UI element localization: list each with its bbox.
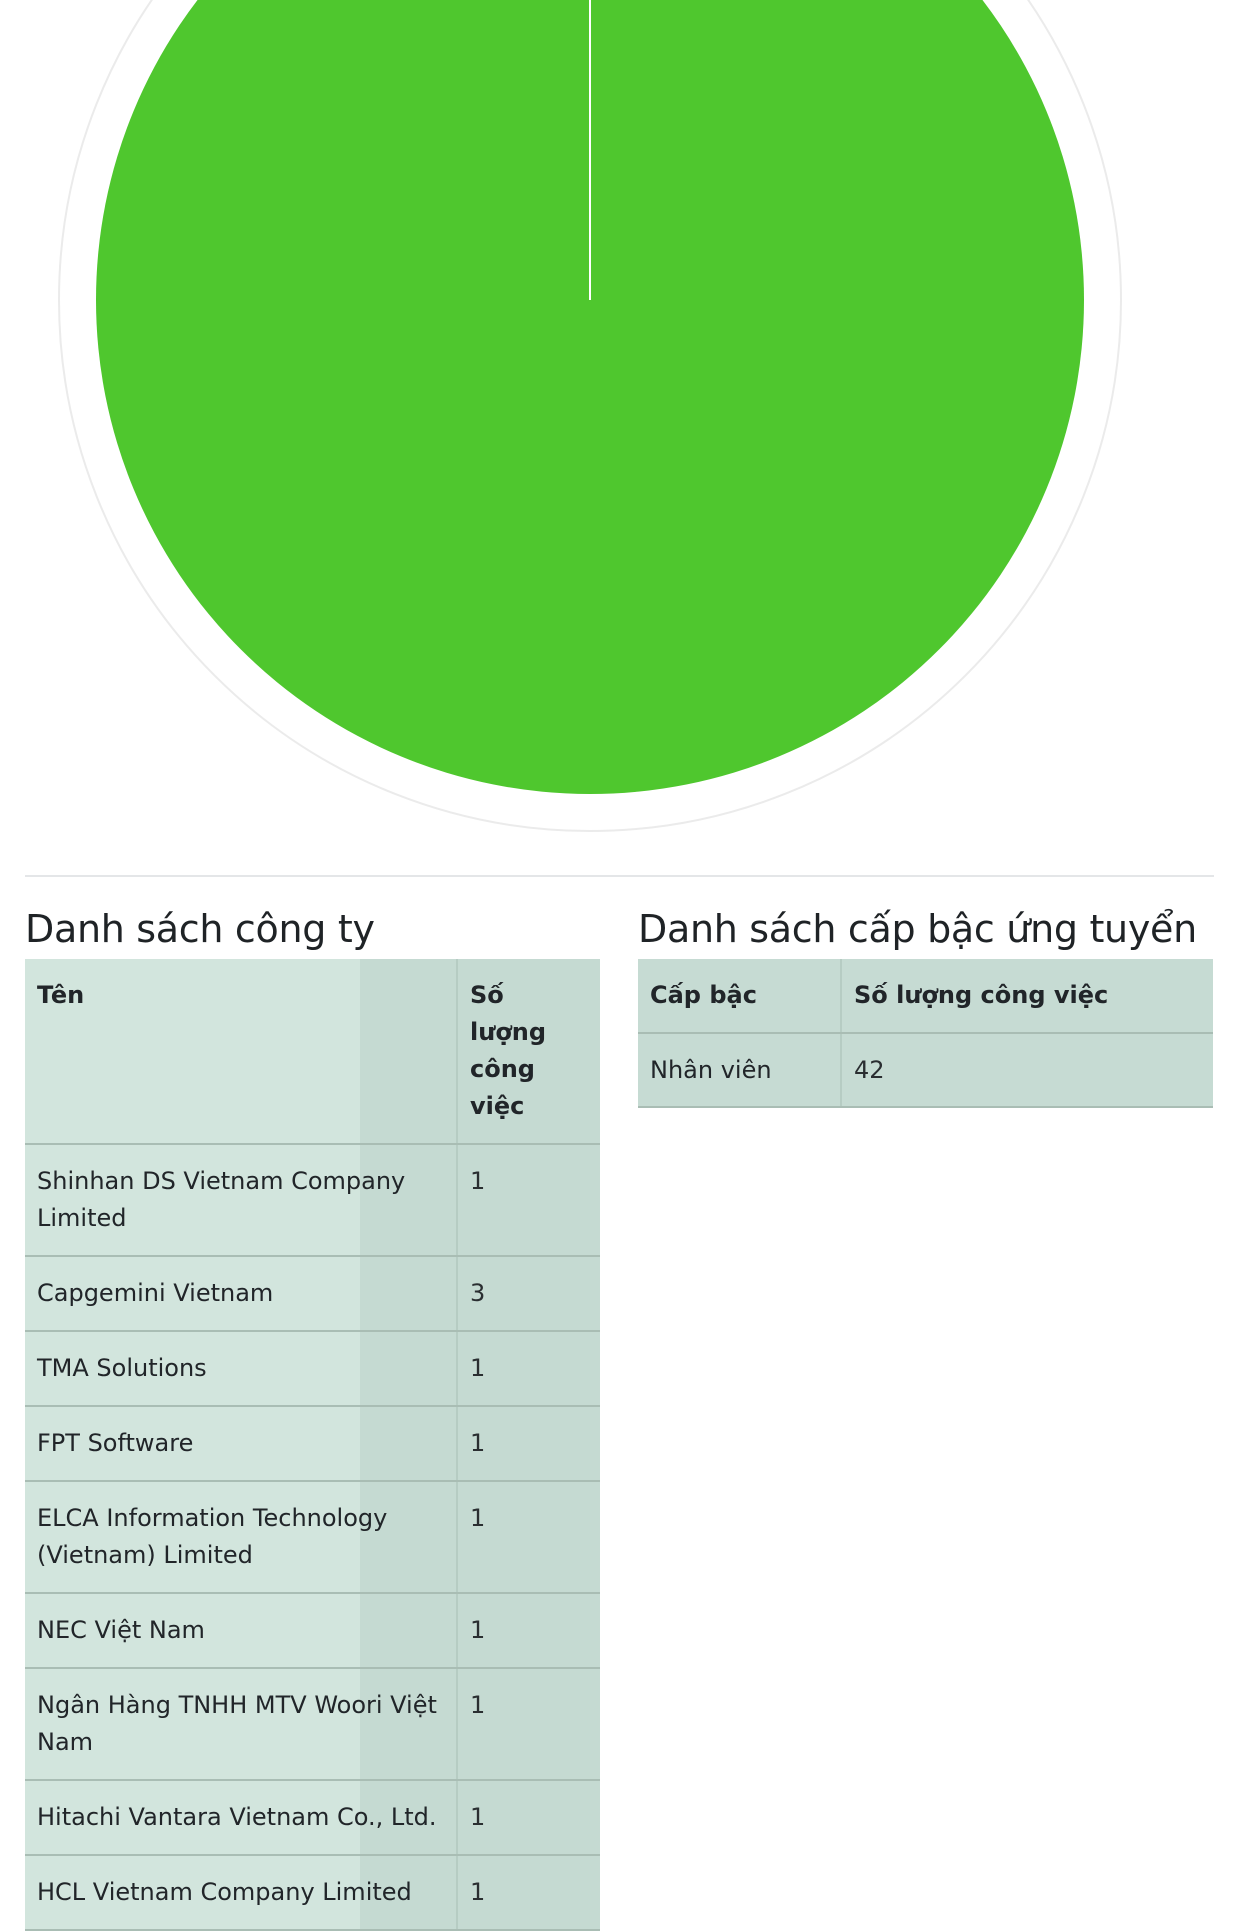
job-count: 1 (456, 1780, 600, 1856)
level-table-header: Cấp bậc Số lượng công việc (638, 959, 1213, 1034)
job-count: 1 (456, 1144, 600, 1257)
column-header-name: Tên (25, 959, 457, 1145)
job-count: 1 (456, 1593, 600, 1669)
table-row: Shinhan DS Vietnam Company Limited 1 (25, 1144, 600, 1257)
table-row: Capgemini Vietnam 3 (25, 1256, 600, 1332)
company-table-header: Tên Số lượng công việc (25, 959, 600, 1145)
table-row: FPT Software 1 (25, 1406, 600, 1482)
table-row: NEC Việt Nam 1 (25, 1593, 600, 1669)
company-table: Tên Số lượng công việc Shinhan DS Vietna… (25, 959, 600, 1931)
level-list-title: Danh sách cấp bậc ứng tuyển (638, 907, 1197, 951)
table-row: Nhân viên 42 (638, 1033, 1213, 1108)
table-row: TMA Solutions 1 (25, 1331, 600, 1407)
table-row: HCL Vietnam Company Limited 1 (25, 1855, 600, 1931)
job-count: 1 (456, 1406, 600, 1482)
pie-chart-svg (58, 0, 1122, 832)
column-header-level: Cấp bậc (638, 959, 841, 1034)
column-header-job-count: Số lượng công việc (456, 959, 600, 1145)
job-count: 1 (456, 1855, 600, 1931)
company-name: Capgemini Vietnam (25, 1256, 457, 1332)
section-divider (25, 875, 1214, 877)
job-count: 1 (456, 1331, 600, 1407)
company-name: Shinhan DS Vietnam Company Limited (25, 1144, 457, 1257)
column-header-job-count: Số lượng công việc (840, 959, 1213, 1034)
company-name: Hitachi Vantara Vietnam Co., Ltd. (25, 1780, 457, 1856)
company-list-title: Danh sách công ty (25, 907, 375, 951)
table-row: Ngân Hàng TNHH MTV Woori Việt Nam 1 (25, 1668, 600, 1781)
company-name: HCL Vietnam Company Limited (25, 1855, 457, 1931)
level-list-section: Danh sách cấp bậc ứng tuyển Cấp bậc Số l… (638, 905, 1213, 1108)
pie-chart (0, 0, 1241, 850)
job-count: 42 (840, 1033, 1213, 1108)
company-name: ELCA Information Technology (Vietnam) Li… (25, 1481, 457, 1594)
table-row: Hitachi Vantara Vietnam Co., Ltd. 1 (25, 1780, 600, 1856)
company-name: Ngân Hàng TNHH MTV Woori Việt Nam (25, 1668, 457, 1781)
company-name: TMA Solutions (25, 1331, 457, 1407)
job-count: 1 (456, 1668, 600, 1781)
table-row: ELCA Information Technology (Vietnam) Li… (25, 1481, 600, 1594)
level-name: Nhân viên (638, 1033, 841, 1108)
level-table: Cấp bậc Số lượng công việc Nhân viên 42 (638, 959, 1213, 1108)
company-name: FPT Software (25, 1406, 457, 1482)
company-name: NEC Việt Nam (25, 1593, 457, 1669)
job-count: 1 (456, 1481, 600, 1594)
job-count: 3 (456, 1256, 600, 1332)
company-list-section: Danh sách công ty Tên Số lượng công việc… (25, 905, 600, 1931)
pie-slice[interactable] (96, 0, 1084, 794)
